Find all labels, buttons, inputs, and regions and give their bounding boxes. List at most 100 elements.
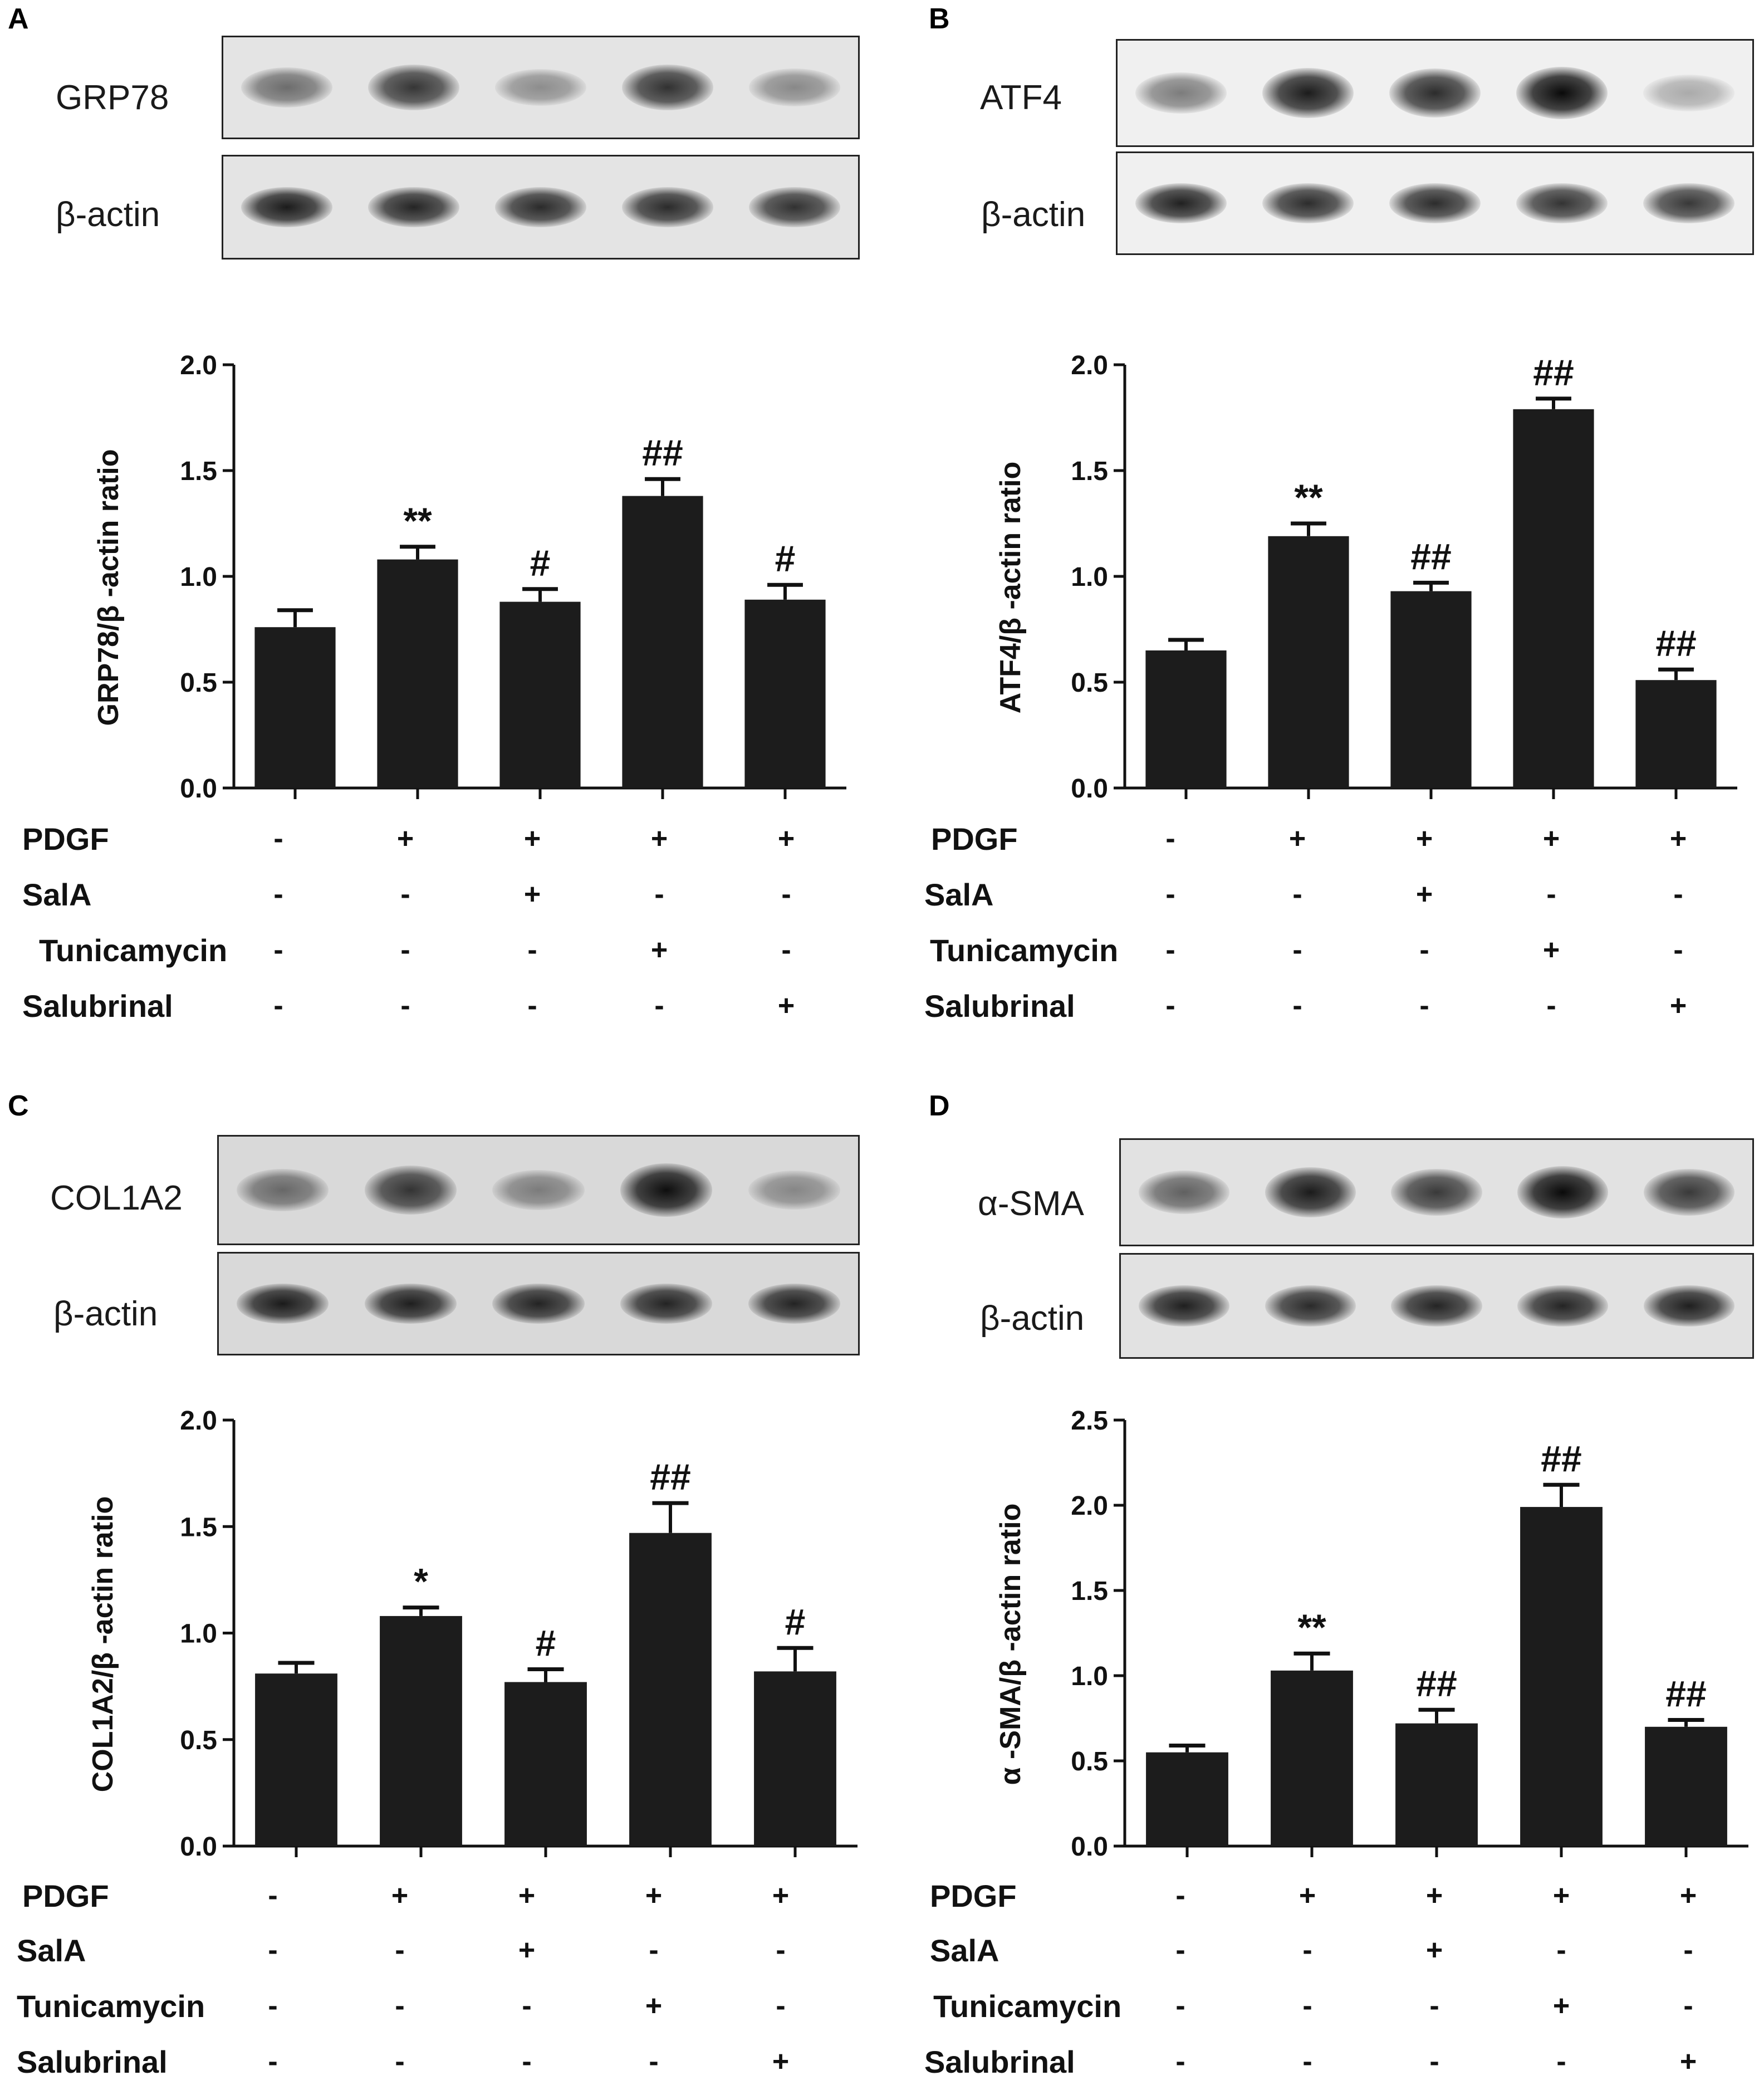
bar bbox=[622, 496, 703, 788]
condition-mark: - bbox=[400, 990, 410, 1022]
protein-label-c: COL1A2 bbox=[50, 1179, 183, 1217]
condition-mark: + bbox=[1415, 823, 1433, 855]
condition-mark: - bbox=[1292, 934, 1302, 966]
condition-label: PDGF bbox=[22, 1878, 109, 1913]
condition-mark: - bbox=[1556, 2045, 1566, 2078]
condition-label: SalA bbox=[22, 877, 92, 912]
protein-band bbox=[1391, 1168, 1482, 1216]
y-tick-label: 1.0 bbox=[180, 562, 217, 592]
condition-mark: - bbox=[1429, 1990, 1439, 2022]
bar bbox=[1146, 1752, 1228, 1846]
loading-band bbox=[1389, 183, 1481, 223]
condition-mark: - bbox=[1302, 1934, 1312, 1966]
loading-blot-d bbox=[1119, 1253, 1754, 1359]
protein-band bbox=[621, 64, 714, 111]
condition-mark: - bbox=[1302, 2045, 1312, 2078]
y-tick-label: 2.0 bbox=[180, 351, 217, 380]
condition-label: PDGF bbox=[931, 821, 1018, 856]
bar bbox=[1395, 1723, 1478, 1846]
condition-mark: - bbox=[268, 2045, 278, 2078]
condition-mark: - bbox=[522, 1990, 532, 2022]
condition-mark: + bbox=[523, 823, 541, 855]
condition-mark: - bbox=[273, 990, 283, 1022]
condition-label: Salubrinal bbox=[924, 988, 1075, 1024]
condition-mark: - bbox=[654, 990, 664, 1022]
significance-label: # bbox=[775, 538, 796, 579]
condition-label: SalA bbox=[17, 1933, 86, 1968]
panel-letter-d: D bbox=[929, 1090, 950, 1122]
condition-mark: - bbox=[268, 1934, 278, 1966]
protein-band bbox=[1389, 68, 1481, 118]
loading-band bbox=[364, 1284, 457, 1324]
y-tick-label: 1.0 bbox=[180, 1619, 217, 1649]
condition-mark: - bbox=[1302, 1990, 1312, 2022]
condition-mark: - bbox=[1419, 934, 1429, 966]
loading-label-a: β-actin bbox=[56, 195, 160, 234]
bar-chart-b: 0.0 0.5 1.0 1.5 2.0 ATF4/β -actin ratio ** ## ##… bbox=[994, 351, 1737, 804]
y-tick-label: 1.5 bbox=[180, 457, 217, 486]
bar bbox=[380, 1616, 462, 1846]
y-tick-label: 2.5 bbox=[1071, 1406, 1108, 1436]
protein-band bbox=[367, 64, 460, 111]
loading-band bbox=[621, 187, 714, 228]
condition-mark: - bbox=[1546, 878, 1556, 911]
protein-band bbox=[241, 67, 333, 108]
loading-band bbox=[1517, 1285, 1609, 1326]
condition-mark: - bbox=[776, 1934, 786, 1966]
protein-blot-c bbox=[217, 1135, 860, 1245]
bar bbox=[1645, 1726, 1727, 1846]
loading-band bbox=[241, 187, 333, 228]
y-tick-label: 1.5 bbox=[1071, 1577, 1108, 1606]
condition-mark: + bbox=[523, 878, 541, 911]
condition-mark: - bbox=[781, 878, 791, 911]
panel-letter-a: A bbox=[8, 3, 29, 35]
protein-blot-d bbox=[1119, 1138, 1754, 1246]
bar bbox=[1271, 1670, 1353, 1846]
condition-mark: + bbox=[1298, 1879, 1316, 1912]
condition-mark: - bbox=[1165, 878, 1175, 911]
panel-letter-b: B bbox=[929, 3, 950, 35]
condition-mark: - bbox=[527, 934, 537, 966]
y-tick-label: 1.5 bbox=[180, 1512, 217, 1542]
condition-mark: - bbox=[1673, 934, 1683, 966]
protein-blot-b bbox=[1116, 39, 1754, 147]
protein-band bbox=[1135, 72, 1227, 114]
loading-band bbox=[237, 1284, 329, 1324]
panel-letter-c: C bbox=[8, 1090, 29, 1122]
condition-mark: - bbox=[654, 878, 664, 911]
condition-label: Salubrinal bbox=[22, 988, 173, 1024]
bar bbox=[1520, 1507, 1603, 1846]
condition-mark: - bbox=[1429, 2045, 1439, 2078]
loading-band bbox=[1262, 183, 1354, 223]
y-tick-label: 0.5 bbox=[180, 1726, 217, 1755]
protein-band bbox=[494, 68, 587, 106]
protein-band bbox=[364, 1166, 457, 1215]
condition-label: SalA bbox=[930, 1933, 999, 1968]
loading-band bbox=[748, 187, 841, 228]
condition-mark: - bbox=[395, 2045, 405, 2078]
bar bbox=[254, 627, 336, 788]
y-axis-label: COL1A2/β -actin ratio bbox=[87, 1496, 119, 1793]
loading-band bbox=[1391, 1285, 1482, 1326]
significance-label: ** bbox=[1294, 477, 1323, 518]
loading-band bbox=[1516, 183, 1608, 223]
bar bbox=[754, 1671, 836, 1846]
y-axis-label: GRP78/β -actin ratio bbox=[92, 449, 125, 726]
significance-label: ## bbox=[650, 1456, 690, 1497]
condition-mark: + bbox=[777, 990, 795, 1022]
condition-mark: + bbox=[1669, 823, 1687, 855]
y-tick-label: 0.0 bbox=[1071, 1832, 1108, 1862]
condition-mark: - bbox=[1175, 1934, 1185, 1966]
protein-label-d: α-SMA bbox=[978, 1184, 1084, 1223]
significance-label: ## bbox=[1533, 352, 1574, 393]
protein-band bbox=[1138, 1171, 1230, 1214]
significance-label: ## bbox=[1541, 1438, 1581, 1479]
bar bbox=[1513, 409, 1594, 788]
condition-label: Tunicamycin bbox=[17, 1989, 205, 2024]
loading-blot-c bbox=[217, 1252, 860, 1355]
condition-label: PDGF bbox=[930, 1878, 1017, 1913]
condition-mark: + bbox=[777, 823, 795, 855]
y-tick-label: 1.5 bbox=[1071, 457, 1108, 486]
protein-band bbox=[237, 1168, 329, 1212]
